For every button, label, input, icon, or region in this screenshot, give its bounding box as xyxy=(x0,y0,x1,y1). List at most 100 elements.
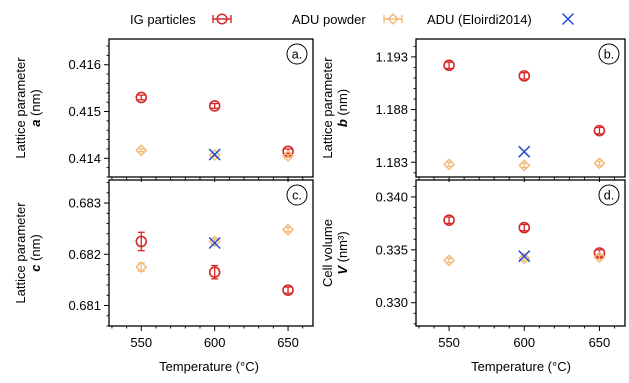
circle-marker xyxy=(518,70,531,82)
circle-marker xyxy=(593,124,606,137)
point-adu-powder xyxy=(281,149,295,163)
y-axis-unit: (nm³) xyxy=(335,231,350,266)
point-adu-powder xyxy=(518,252,531,265)
point-eloirdi2014 xyxy=(518,145,531,158)
legend-marker-ig xyxy=(212,13,232,25)
point-ig-particles xyxy=(518,221,531,234)
diamond-marker xyxy=(208,148,221,162)
x-axis-title-right: Temperature (°C) xyxy=(471,359,571,374)
circle-marker xyxy=(443,59,455,72)
circle-marker xyxy=(518,221,531,234)
panel-label-circle xyxy=(286,43,308,65)
panel-label: d. xyxy=(604,189,614,203)
point-ig-particles xyxy=(135,91,148,104)
point-eloirdi2014 xyxy=(208,236,221,250)
plot-frame xyxy=(108,38,314,178)
point-ig-particles xyxy=(443,214,455,227)
y-tick-label: 0.415 xyxy=(68,104,101,119)
y-tick-label: 0.681 xyxy=(68,298,101,313)
y-axis-unit: (nm) xyxy=(28,234,43,264)
panel-label: a. xyxy=(292,48,302,62)
panel-label-circle xyxy=(286,184,308,206)
y-axis-unit: (nm) xyxy=(335,89,350,119)
y-tick-label: 0.330 xyxy=(375,295,408,310)
legend-label-ig: IG particles xyxy=(130,12,196,27)
panel-b: 1.183 1.188 1.193 Lattice parameter b (nm) b. xyxy=(320,38,626,182)
panel-label-circle xyxy=(598,184,620,206)
legend-label-lit: ADU (Eloirdi2014) xyxy=(427,12,532,27)
point-adu-powder xyxy=(443,254,456,267)
y-tick-label: 1.183 xyxy=(375,155,408,170)
x-marker-stroke xyxy=(208,236,221,250)
y-axis-variable: b xyxy=(335,119,350,127)
diamond-marker xyxy=(135,261,148,274)
point-adu-powder xyxy=(281,223,295,236)
x-marker-stroke xyxy=(208,148,221,161)
diamond-marker xyxy=(593,157,606,170)
y-axis-variable: c xyxy=(28,264,43,272)
point-ig-particles xyxy=(518,70,531,82)
point-adu-powder xyxy=(593,251,606,264)
x-marker-stroke xyxy=(518,145,531,158)
y-axis-title-line2: V (nm³) xyxy=(335,231,350,274)
y-tick-label: 1.188 xyxy=(375,102,408,117)
legend: IG particles ADU powder ADU (Eloirdi2014… xyxy=(130,12,575,27)
y-axis-title-line1: Cell volume xyxy=(320,219,335,287)
y-tick-label: 0.683 xyxy=(68,196,101,211)
point-adu-powder xyxy=(135,144,148,157)
x-tick-label: 650 xyxy=(277,335,299,350)
diamond-marker xyxy=(443,158,456,171)
diamond-marker xyxy=(518,252,531,265)
point-eloirdi2014 xyxy=(208,148,221,161)
circle-marker xyxy=(208,266,221,279)
point-ig-particles xyxy=(208,100,221,112)
point-ig-particles xyxy=(443,59,455,72)
point-ig-particles xyxy=(208,264,221,280)
point-adu-powder xyxy=(593,157,606,170)
circle-marker xyxy=(135,235,148,248)
x-tick-label: 550 xyxy=(130,335,152,350)
x-tick-label: 550 xyxy=(438,335,460,350)
legend-label-adu: ADU powder xyxy=(292,12,366,27)
point-adu-powder xyxy=(135,261,148,274)
plot-frame xyxy=(415,179,626,327)
y-axis-unit: (nm) xyxy=(28,89,43,119)
x-tick-label: 650 xyxy=(589,335,611,350)
y-axis-variable: a xyxy=(28,120,43,127)
x-tick-label: 600 xyxy=(513,335,535,350)
circle-marker xyxy=(282,284,294,296)
point-adu-powder xyxy=(443,158,456,171)
diamond-marker xyxy=(281,223,295,236)
legend-marker-lit xyxy=(561,12,575,26)
diamond-marker xyxy=(593,251,606,264)
x-axis-title-left: Temperature (°C) xyxy=(159,359,259,374)
diamond-marker xyxy=(443,254,456,267)
circle-marker xyxy=(135,91,148,104)
y-axis-title-line1: Lattice parameter xyxy=(13,57,28,159)
y-axis-title-line2: b (nm) xyxy=(335,89,350,127)
point-ig-particles xyxy=(135,231,148,252)
y-axis-title-line1: Lattice parameter xyxy=(320,57,335,159)
point-adu-powder xyxy=(208,235,221,248)
panel-a: 0.414 0.415 0.416 Lattice parameter a (nm) a. xyxy=(13,38,314,182)
y-tick-label: 0.340 xyxy=(375,189,408,204)
circle-marker xyxy=(443,214,455,227)
y-tick-label: 1.193 xyxy=(375,49,408,64)
y-tick-label: 0.416 xyxy=(68,57,101,72)
diamond-marker xyxy=(518,159,531,172)
y-tick-label: 0.335 xyxy=(375,242,408,257)
x-marker-stroke xyxy=(518,250,531,263)
point-adu-powder xyxy=(518,159,531,172)
panel-label: c. xyxy=(292,189,302,203)
panel-d: 0.330 0.335 0.340 550 600 650 Cell volume V (nm… xyxy=(320,179,626,350)
diamond-marker xyxy=(281,149,295,163)
plot-frame xyxy=(108,179,314,327)
legend-marker-adu xyxy=(383,13,403,25)
y-tick-label: 0.682 xyxy=(68,247,101,262)
panel-label: b. xyxy=(604,48,614,62)
y-tick-label: 0.414 xyxy=(68,151,101,166)
diamond-marker xyxy=(135,144,148,157)
panel-c: 0.681 0.682 0.683 550 600 650 Lattice paramete… xyxy=(13,179,314,350)
y-axis-title-line2: c (nm) xyxy=(28,234,43,272)
